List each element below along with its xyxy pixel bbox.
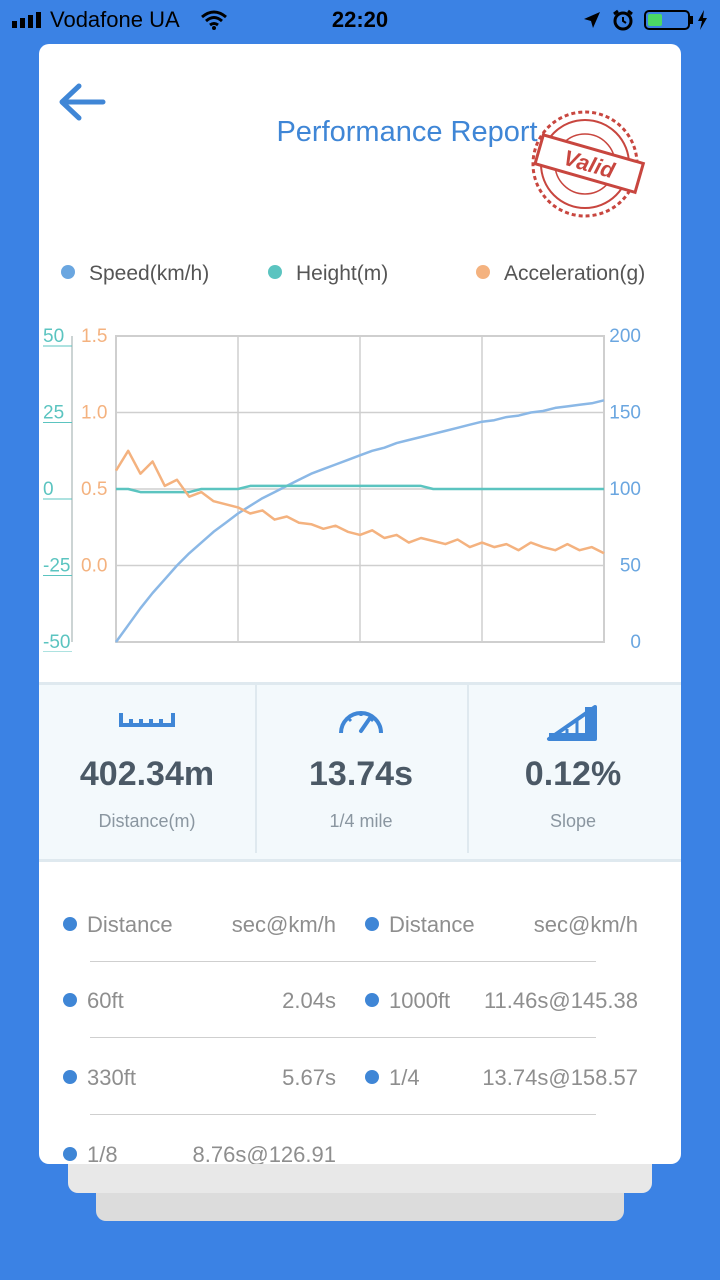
legend-height: Height(m) [268, 262, 388, 286]
stats-divider [255, 685, 257, 853]
table-header-left-label: Distance [63, 912, 173, 938]
stat-quarter-mile-label: 1/4 mile [329, 811, 393, 831]
table-row-right-value: 11.46s@145.38 [483, 988, 638, 1013]
stat-distance-label: Distance(m) [98, 811, 196, 831]
legend-acceleration: Acceleration(g) [476, 262, 645, 286]
alarm-icon [613, 9, 633, 31]
table-row-left-value: 8.76s@126.91 [192, 1142, 336, 1164]
signal-icon [12, 12, 41, 28]
table-row-left-label: 1/8 [63, 1142, 118, 1164]
table-row-left-value: 2.04s [282, 988, 336, 1013]
series-line-acceleration [114, 449, 605, 555]
page-title: Performance Report [276, 116, 538, 148]
performance-chart: 50 25 0 -25 -50 1.5 1.0 0.5 0.0 200 150 100 50 0 [43, 326, 641, 652]
table-row-left-label: 60ft [63, 988, 124, 1014]
acceleration-tick-label: 0.5 [81, 479, 107, 500]
report-card: Performance Report Valid Speed(km/h) Hei… [39, 44, 681, 1164]
table-header-left-unit: sec@km/h [231, 912, 336, 937]
table-header-right-label: Distance [365, 912, 475, 938]
speedometer-icon [339, 711, 383, 734]
back-arrow-icon[interactable] [57, 82, 107, 122]
series-line-height [116, 484, 604, 494]
acceleration-tick-label: 0.0 [81, 556, 107, 577]
speed-tick-label: 200 [609, 326, 641, 347]
stats-divider [467, 685, 469, 853]
status-bar: Vodafone UA 22:20 [0, 0, 720, 40]
height-tick-label: 0 [43, 479, 54, 500]
stat-quarter-mile-value: 13.74s [309, 755, 413, 793]
height-tick-label: 25 [43, 403, 64, 424]
battery-icon [644, 10, 707, 30]
speed-tick-label: 50 [620, 556, 641, 577]
table-row-right-label: 1/4 [365, 1065, 420, 1091]
bullet-icon [365, 1070, 379, 1084]
bullet-icon [365, 993, 379, 1007]
stat-distance: 402.34m Distance(m) [39, 685, 255, 853]
speed-tick-label: 150 [609, 403, 641, 424]
legend-dot-height [268, 265, 282, 279]
stat-slope-label: Slope [549, 811, 597, 831]
acceleration-tick-label: 1.5 [81, 326, 107, 347]
table-row-left-value: 5.67s [282, 1065, 336, 1090]
stats-panel: 402.34m Distance(m) 13.74s 1/4 mile 0.12… [39, 682, 681, 862]
stat-quarter-mile: 13.74s 1/4 mile [253, 685, 469, 853]
valid-stamp: Valid [531, 110, 646, 218]
table-row-left-label: 330ft [63, 1065, 136, 1091]
height-tick-label: -50 [43, 632, 70, 652]
bullet-icon [63, 993, 77, 1007]
clock-time: 22:20 [331, 7, 389, 32]
height-tick-label: 50 [43, 326, 64, 347]
speed-tick-label: 100 [609, 479, 641, 500]
slope-icon [547, 705, 597, 741]
bullet-icon [63, 917, 77, 931]
table-row-right-label: 1000ft [365, 988, 450, 1014]
table-divider [90, 961, 596, 962]
stat-slope: 0.12% Slope [465, 685, 681, 853]
ruler-icon [119, 713, 175, 727]
table-header-right-unit: sec@km/h [533, 912, 638, 937]
legend-dot-speed [61, 265, 75, 279]
legend-dot-acceleration [476, 265, 490, 279]
legend-speed: Speed(km/h) [61, 262, 209, 286]
carrier-name: Vodafone UA [50, 7, 180, 32]
location-arrow-icon [584, 12, 600, 28]
height-tick-label: -25 [43, 556, 70, 577]
table-row-right-value: 13.74s@158.57 [482, 1065, 638, 1090]
table-divider [90, 1114, 596, 1115]
bullet-icon [63, 1147, 77, 1161]
stat-slope-value: 0.12% [524, 755, 622, 793]
table-divider [90, 1037, 596, 1038]
speed-tick-label: 0 [630, 632, 641, 652]
bullet-icon [365, 917, 379, 931]
wifi-icon [201, 10, 227, 30]
bullet-icon [63, 1070, 77, 1084]
series-line-speed [114, 399, 605, 643]
chart-legend: Speed(km/h) Height(m) Acceleration(g) [39, 262, 681, 292]
acceleration-tick-label: 1.0 [81, 403, 107, 424]
stat-distance-value: 402.34m [79, 755, 215, 793]
